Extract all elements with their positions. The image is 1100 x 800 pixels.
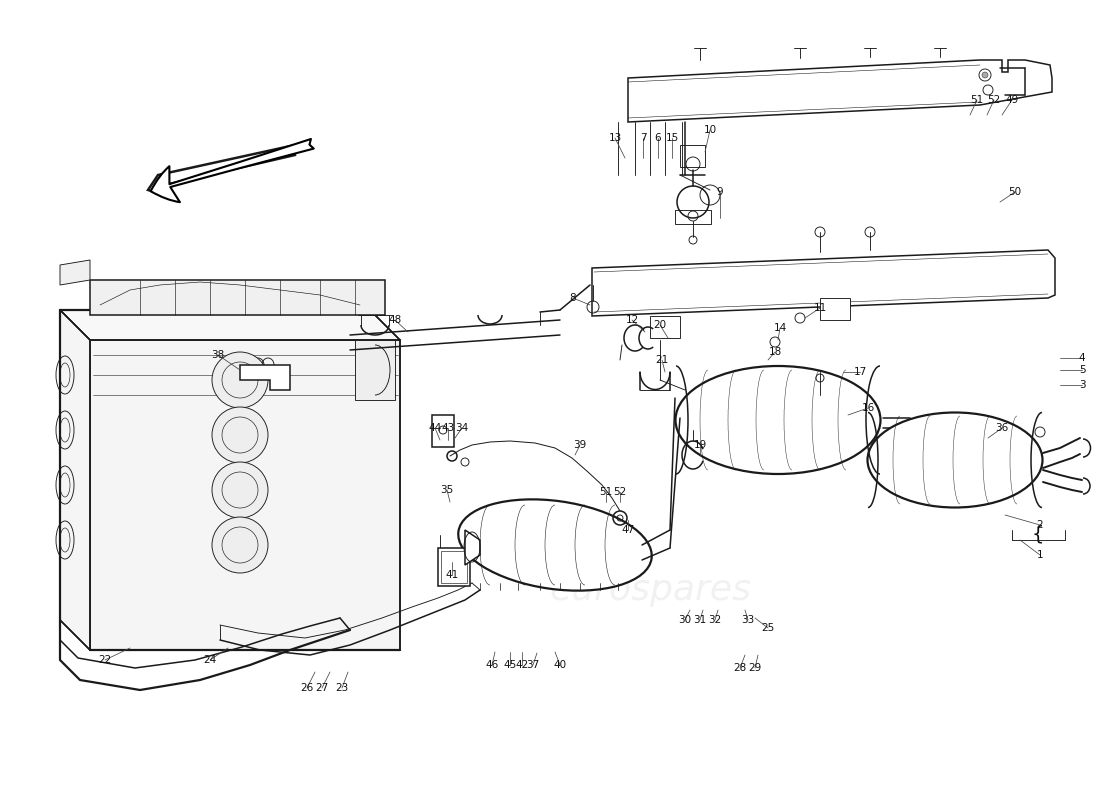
Polygon shape	[90, 280, 385, 315]
Text: 1: 1	[1036, 550, 1043, 560]
Text: 26: 26	[300, 683, 313, 693]
Circle shape	[982, 72, 988, 78]
Text: 19: 19	[693, 440, 706, 450]
Ellipse shape	[459, 499, 651, 590]
Text: 38: 38	[211, 350, 224, 360]
Text: 10: 10	[703, 125, 716, 135]
Text: 12: 12	[626, 315, 639, 325]
Circle shape	[212, 462, 268, 518]
Polygon shape	[820, 298, 850, 320]
Polygon shape	[355, 340, 395, 400]
Text: 9: 9	[717, 187, 724, 197]
Polygon shape	[628, 60, 1052, 122]
Polygon shape	[60, 260, 90, 285]
Text: eurospares: eurospares	[549, 573, 751, 607]
Text: 8: 8	[570, 293, 576, 303]
Text: 35: 35	[440, 485, 453, 495]
Bar	[675, 210, 711, 224]
Polygon shape	[60, 310, 90, 650]
Text: 50: 50	[1009, 187, 1022, 197]
Text: 52: 52	[614, 487, 627, 497]
Bar	[432, 415, 454, 447]
Polygon shape	[60, 310, 400, 340]
Circle shape	[212, 352, 268, 408]
Text: 31: 31	[693, 615, 706, 625]
Text: 32: 32	[708, 615, 722, 625]
Ellipse shape	[868, 413, 1043, 507]
Text: 47: 47	[621, 525, 635, 535]
Text: 52: 52	[988, 95, 1001, 105]
Text: 33: 33	[741, 615, 755, 625]
Text: 42: 42	[516, 660, 529, 670]
Text: 11: 11	[813, 303, 826, 313]
Text: 3: 3	[1079, 380, 1086, 390]
Text: 40: 40	[553, 660, 566, 670]
Text: 20: 20	[653, 320, 667, 330]
Text: 7: 7	[640, 133, 647, 143]
Text: 49: 49	[1005, 95, 1019, 105]
Text: 46: 46	[485, 660, 498, 670]
Text: 16: 16	[861, 403, 875, 413]
Polygon shape	[592, 250, 1055, 316]
Bar	[438, 548, 470, 586]
Ellipse shape	[675, 366, 880, 474]
Polygon shape	[90, 340, 400, 650]
Polygon shape	[465, 530, 480, 565]
Text: 14: 14	[773, 323, 786, 333]
Polygon shape	[650, 316, 680, 338]
Text: 36: 36	[996, 423, 1009, 433]
Bar	[441, 551, 468, 583]
Text: 51: 51	[600, 487, 613, 497]
Text: 39: 39	[573, 440, 586, 450]
Text: 48: 48	[388, 315, 401, 325]
Text: 28: 28	[734, 663, 747, 673]
Text: 21: 21	[656, 355, 669, 365]
Text: {: {	[1032, 525, 1044, 543]
Text: 27: 27	[316, 683, 329, 693]
Text: eurospares: eurospares	[139, 553, 341, 587]
Text: 22: 22	[98, 655, 111, 665]
Text: 51: 51	[970, 95, 983, 105]
Text: 4: 4	[1079, 353, 1086, 363]
Circle shape	[212, 407, 268, 463]
Text: 2: 2	[1036, 520, 1043, 530]
Text: 18: 18	[769, 347, 782, 357]
Text: 17: 17	[854, 367, 867, 377]
Text: 45: 45	[504, 660, 517, 670]
Text: 37: 37	[527, 660, 540, 670]
Text: 24: 24	[204, 655, 217, 665]
Text: 30: 30	[679, 615, 692, 625]
Text: 15: 15	[666, 133, 679, 143]
Text: 25: 25	[761, 623, 774, 633]
Circle shape	[676, 186, 710, 218]
Text: 13: 13	[608, 133, 622, 143]
Text: 34: 34	[455, 423, 469, 433]
Text: 43: 43	[441, 423, 454, 433]
Text: 23: 23	[336, 683, 349, 693]
Text: 29: 29	[748, 663, 761, 673]
Text: 44: 44	[428, 423, 441, 433]
Text: 6: 6	[654, 133, 661, 143]
Text: 41: 41	[446, 570, 459, 580]
Circle shape	[212, 517, 268, 573]
Bar	[680, 145, 705, 167]
Polygon shape	[148, 145, 295, 195]
Polygon shape	[240, 365, 290, 390]
Text: 5: 5	[1079, 365, 1086, 375]
